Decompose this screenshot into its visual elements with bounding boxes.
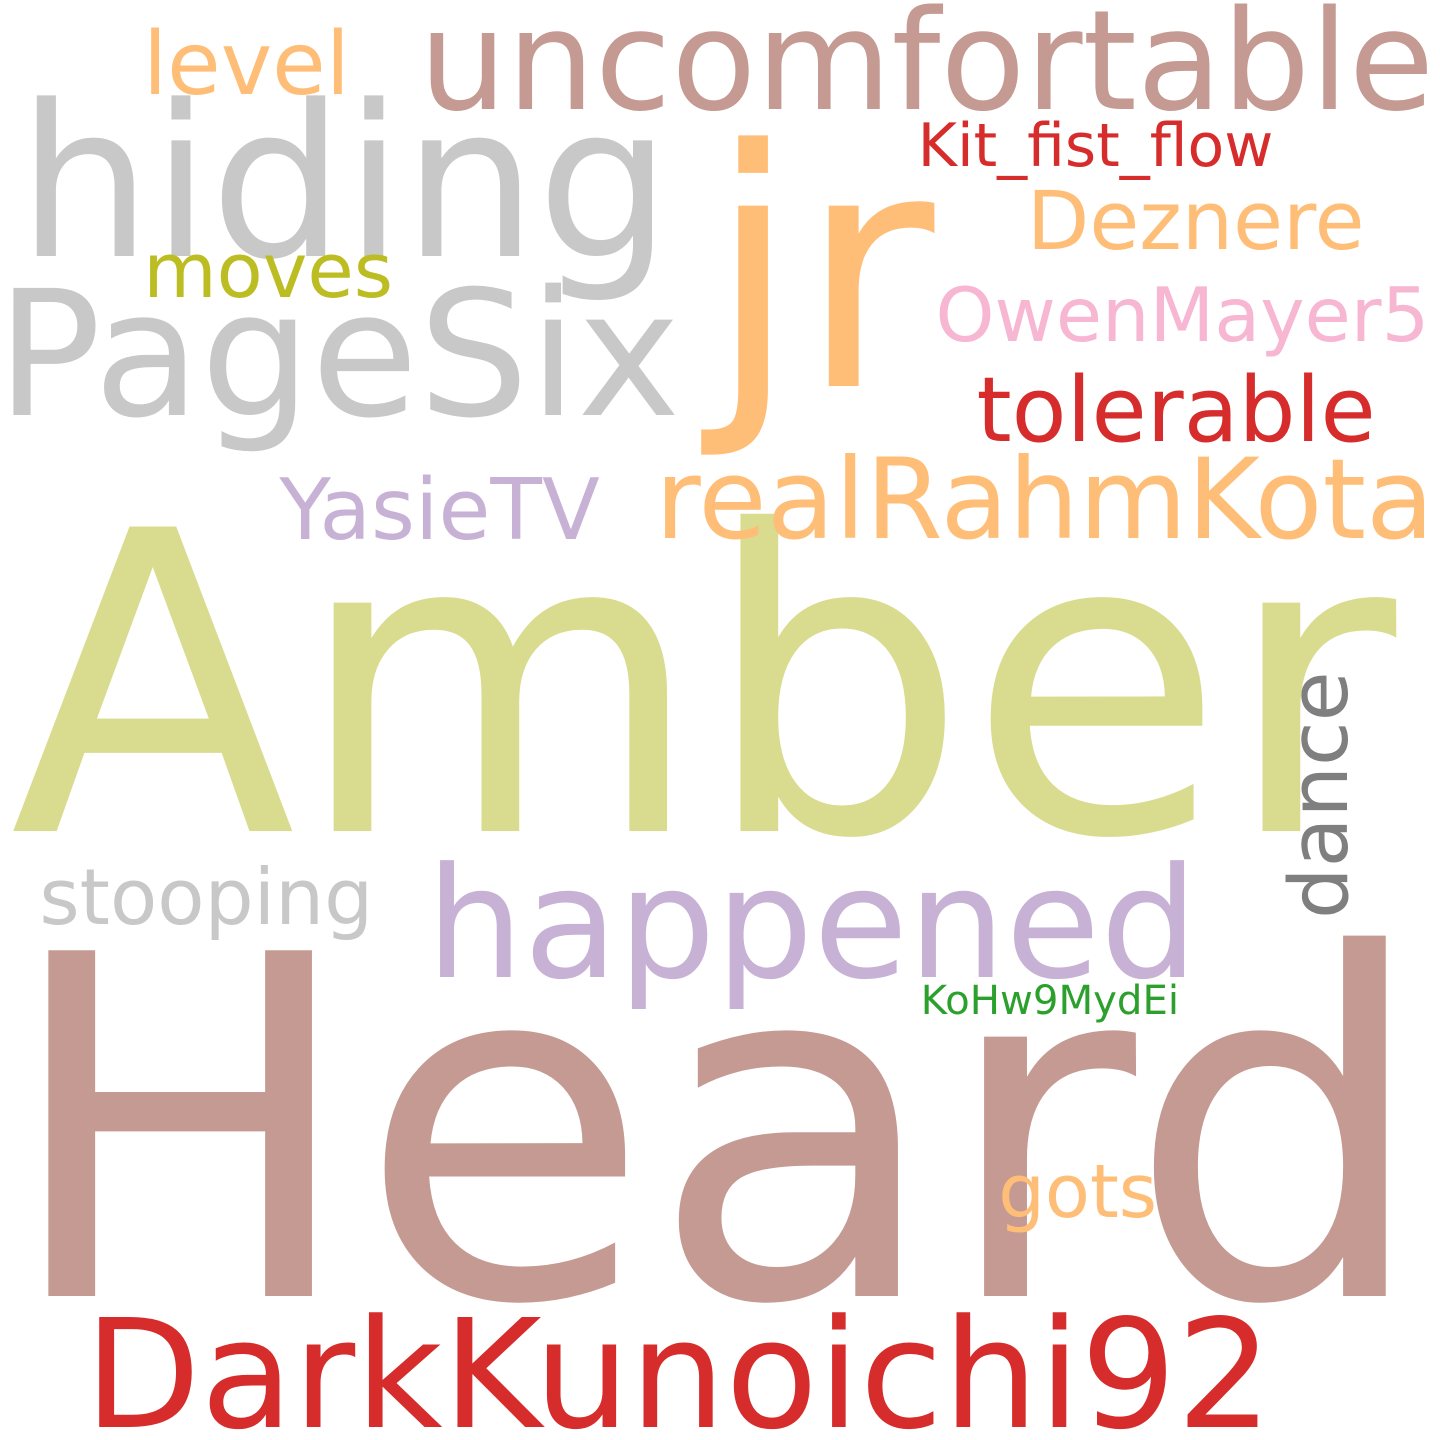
word-jr: jr xyxy=(707,79,935,464)
word-dance: dance xyxy=(1273,671,1368,920)
word-heard: Heard xyxy=(1,855,1429,1408)
word-moves: moves xyxy=(143,226,394,315)
word-owenmayer5: OwenMayer5 xyxy=(935,271,1430,360)
word-gots: gots xyxy=(998,1149,1158,1235)
word-darkkunoichi92: DarkKunoichi92 xyxy=(84,1286,1273,1440)
word-pagesix: PageSix xyxy=(0,254,681,458)
word-tolerable: tolerable xyxy=(976,359,1376,464)
word-amber: Amber xyxy=(10,444,1397,930)
word-level: level xyxy=(143,13,350,116)
word-happened: happened xyxy=(426,834,1198,1014)
word-kit-fist-flow: Kit_fist_flow xyxy=(917,110,1274,181)
word-realrahmkota: realRahmKota xyxy=(655,435,1435,565)
word-deznere: Deznere xyxy=(1026,175,1365,270)
word-uncomfortable: uncomfortable xyxy=(418,0,1435,142)
word-hiding: hiding xyxy=(17,59,672,306)
word-yasietv: YasieTV xyxy=(279,461,600,560)
word-stooping: stooping xyxy=(39,852,374,943)
word-kohw9mydei: KoHw9MydEi xyxy=(920,977,1180,1024)
